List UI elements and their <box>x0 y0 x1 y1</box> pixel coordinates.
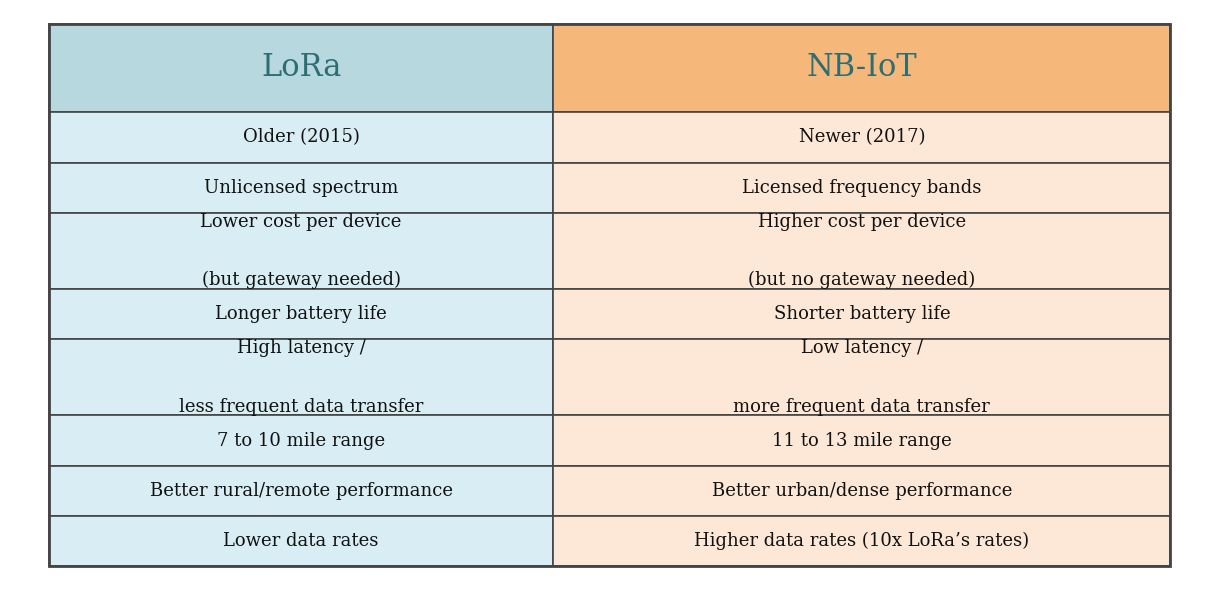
Text: Higher cost per device

(but no gateway needed): Higher cost per device (but no gateway n… <box>748 212 975 289</box>
Text: Lower data rates: Lower data rates <box>223 532 379 550</box>
Text: Higher data rates (10x LoRa’s rates): Higher data rates (10x LoRa’s rates) <box>695 532 1029 550</box>
Text: Better urban/dense performance: Better urban/dense performance <box>712 482 1012 500</box>
Text: Newer (2017): Newer (2017) <box>798 129 925 146</box>
Bar <box>553 289 1170 339</box>
Text: LoRa: LoRa <box>261 53 341 83</box>
Text: Unlicensed spectrum: Unlicensed spectrum <box>204 179 399 196</box>
Bar <box>553 213 1170 289</box>
Bar <box>49 163 553 213</box>
Bar <box>553 415 1170 466</box>
Text: NB-IoT: NB-IoT <box>807 53 917 83</box>
Bar <box>553 112 1170 163</box>
Text: 11 to 13 mile range: 11 to 13 mile range <box>772 431 952 450</box>
Text: Better rural/remote performance: Better rural/remote performance <box>150 482 452 500</box>
Bar <box>49 289 553 339</box>
Text: Low latency /

more frequent data transfer: Low latency / more frequent data transfe… <box>734 339 990 415</box>
Bar <box>49 339 553 415</box>
Text: Older (2015): Older (2015) <box>243 129 360 146</box>
Bar <box>49 24 553 112</box>
Bar <box>49 466 553 516</box>
Text: Lower cost per device

(but gateway needed): Lower cost per device (but gateway neede… <box>200 212 402 289</box>
Bar <box>49 516 553 566</box>
Bar <box>49 213 553 289</box>
Bar <box>553 466 1170 516</box>
Bar <box>553 24 1170 112</box>
Text: Licensed frequency bands: Licensed frequency bands <box>742 179 981 196</box>
Text: Shorter battery life: Shorter battery life <box>774 305 950 323</box>
Bar <box>553 516 1170 566</box>
Text: Longer battery life: Longer battery life <box>216 305 386 323</box>
Bar <box>553 163 1170 213</box>
Bar <box>49 415 553 466</box>
Bar <box>553 339 1170 415</box>
Text: 7 to 10 mile range: 7 to 10 mile range <box>217 431 385 450</box>
Text: High latency /

less frequent data transfer: High latency / less frequent data transf… <box>179 339 423 415</box>
Bar <box>49 112 553 163</box>
